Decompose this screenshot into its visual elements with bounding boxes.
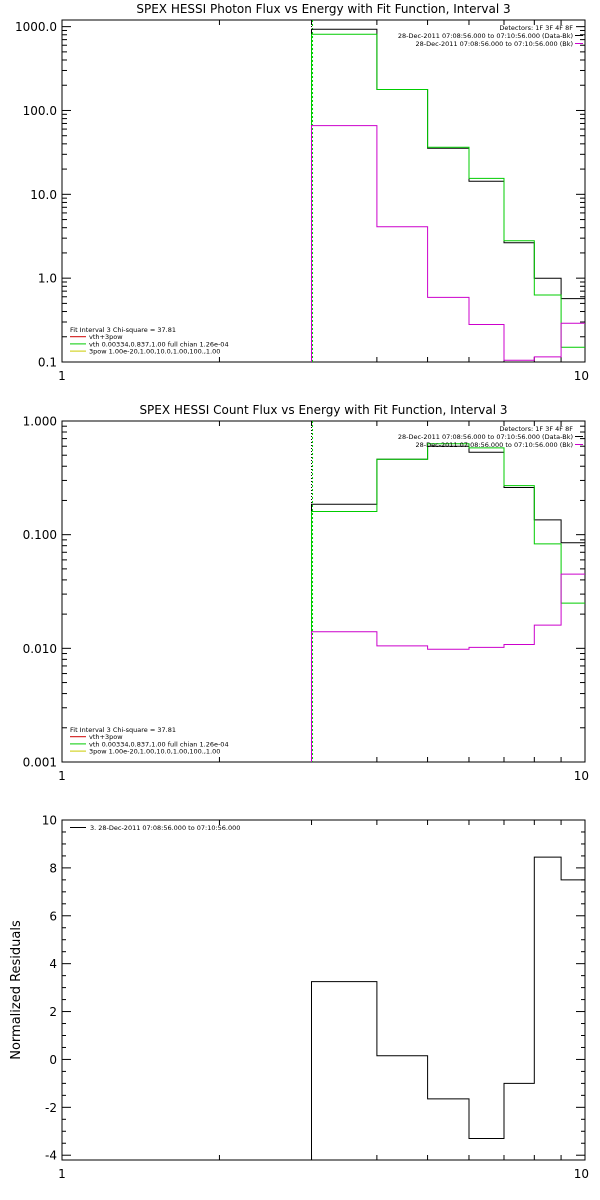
y-tick-label: 0.100 <box>23 528 57 542</box>
x-tick-label: 1 <box>58 769 66 783</box>
y-axis-label: Normalized Residuals <box>9 920 24 1060</box>
legend-bottom-text: vth+3pow <box>89 333 123 341</box>
chart-title: SPEX HESSI Photon Flux vs Energy with Fi… <box>136 2 510 16</box>
y-tick-label: 0.010 <box>23 642 57 656</box>
legend-top-text: 28-Dec-2011 07:08:56.000 to 07:10:56.000… <box>398 433 573 441</box>
chart-panel-1: SPEX HESSI Photon Flux vs Energy with Fi… <box>15 2 589 383</box>
y-tick-label: 6 <box>49 909 57 923</box>
y-tick-label: 0.001 <box>23 756 57 770</box>
y-tick-label: 0.1 <box>38 356 57 370</box>
series-3-step-line <box>311 125 585 362</box>
x-tick-label: 1 <box>58 1167 66 1181</box>
series-2-step-line <box>311 443 585 762</box>
x-tick-label: 1 <box>58 369 66 383</box>
legend-bottom-text: Fit Interval 3 Chi-square = 37.81 <box>70 326 176 334</box>
y-tick-label: -4 <box>45 1149 57 1163</box>
x-tick-label: 10 <box>574 369 589 383</box>
y-tick-label: 1000.0 <box>15 20 57 34</box>
y-tick-label: 1.000 <box>23 415 57 429</box>
y-tick-label: 4 <box>49 957 57 971</box>
legend-top-text: 28-Dec-2011 07:08:56.000 to 07:10:56.000… <box>416 40 574 48</box>
y-tick-label: 8 <box>49 861 57 875</box>
chart-title: SPEX HESSI Count Flux vs Energy with Fit… <box>139 403 507 417</box>
plot-data <box>311 421 585 762</box>
legend-top-text: Detectors: 1F 3F 4F 8F <box>499 425 573 433</box>
y-tick-label: 10.0 <box>30 188 57 202</box>
legend-top-text: 28-Dec-2011 07:08:56.000 to 07:10:56.000… <box>416 441 574 449</box>
series-3-step-line <box>311 573 585 762</box>
legend-top-text: Detectors: 1F 3F 4F 8F <box>499 24 573 32</box>
y-tick-label: 10 <box>42 814 57 828</box>
plot-frame <box>61 420 586 763</box>
series-1-step-line <box>311 28 585 362</box>
legend-bottom-text: vth 0.00334,0.837,1.00 full chian 1.26e-… <box>89 340 229 348</box>
y-tick-label: 0 <box>49 1053 57 1067</box>
x-tick-label: 10 <box>574 769 589 783</box>
y-tick-label: 100.0 <box>23 104 57 118</box>
legend-bottom-text: 3pow 1.00e-20,1.00,10.0,1.00,100.,1.00 <box>89 348 220 356</box>
legend-top-text: 3. 28-Dec-2011 07:08:56.000 to 07:10:56.… <box>90 824 240 832</box>
plot-frame <box>61 819 586 1161</box>
legend-bottom-text: vth+3pow <box>89 733 123 741</box>
legend-bottom-text: Fit Interval 3 Chi-square = 37.81 <box>70 726 176 734</box>
chart-panel-3: Normalized Residuals 1 10 10 8 6 4 2 0 -2 -4 3. 28-… <box>9 814 589 1182</box>
y-tick-label: 1.0 <box>38 272 57 286</box>
series-1-step-line <box>311 445 585 762</box>
x-tick-label: 10 <box>574 1167 589 1181</box>
series-1-step-line <box>311 856 585 1160</box>
legend-top-text: 28-Dec-2011 07:08:56.000 to 07:10:56.000… <box>398 32 573 40</box>
y-tick-label: 2 <box>49 1005 57 1019</box>
plot-data <box>311 20 585 362</box>
y-tick-label: -2 <box>45 1101 57 1115</box>
series-2-step-line <box>311 33 585 362</box>
legend-bottom-text: vth 0.00334,0.837,1.00 full chian 1.26e-… <box>89 740 229 748</box>
legend-bottom-text: 3pow 1.00e-20,1.00,10.0,1.00,100.,1.00 <box>89 748 220 756</box>
plot-data <box>311 856 585 1160</box>
chart-panel-2: SPEX HESSI Count Flux vs Energy with Fit… <box>23 403 589 783</box>
plot-frame <box>61 19 586 363</box>
